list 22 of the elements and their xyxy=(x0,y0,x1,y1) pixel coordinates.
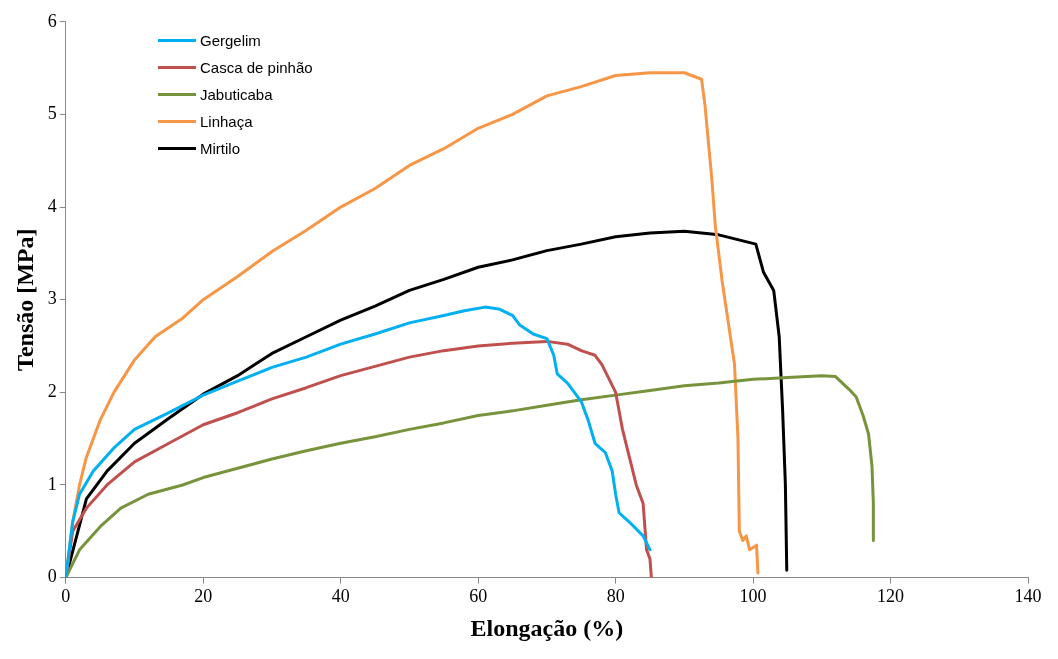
x-tick-label: 0 xyxy=(61,586,71,607)
y-tick-label: 2 xyxy=(47,381,57,402)
y-axis-title: Tensão [MPa] xyxy=(11,228,38,371)
x-tick-label: 80 xyxy=(606,586,625,607)
legend-label: Linhaça xyxy=(200,113,253,130)
x-axis-title: Elongação (%) xyxy=(470,614,624,641)
legend-label: Casca de pinhão xyxy=(200,59,313,76)
y-tick-label: 3 xyxy=(47,288,57,309)
y-tick-label: 0 xyxy=(47,566,57,587)
x-tick-label: 100 xyxy=(739,586,767,607)
y-tick-label: 5 xyxy=(47,103,57,124)
legend-label: Jabuticaba xyxy=(200,86,273,103)
x-tick-label: 60 xyxy=(469,586,488,607)
x-tick-label: 20 xyxy=(194,586,213,607)
y-tick-label: 1 xyxy=(47,473,57,494)
y-tick-label: 6 xyxy=(47,10,57,31)
legend-label: Mirtilo xyxy=(200,140,240,157)
x-tick-label: 120 xyxy=(877,586,905,607)
y-tick-label: 4 xyxy=(47,195,57,216)
x-tick-label: 140 xyxy=(1014,586,1042,607)
legend-label: Gergelim xyxy=(200,32,261,49)
x-tick-label: 40 xyxy=(331,586,350,607)
